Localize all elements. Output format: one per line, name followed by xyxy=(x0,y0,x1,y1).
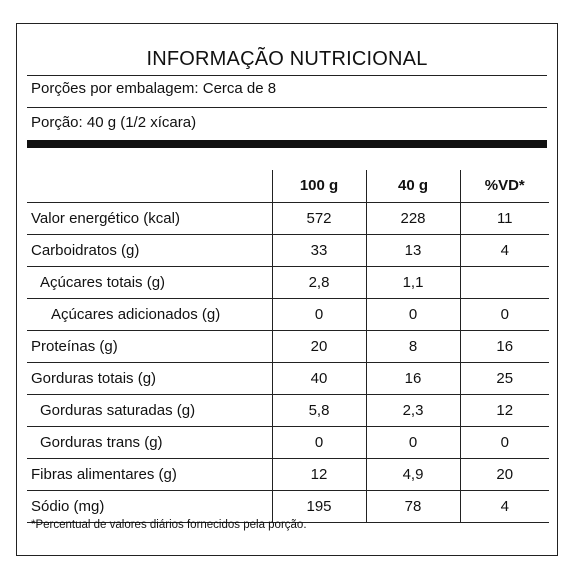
daily-value-percent xyxy=(459,265,549,299)
table-row: Gorduras totais (g) 40 16 25 xyxy=(27,361,549,395)
value-per-portion: 13 xyxy=(365,233,461,267)
column-header: 100 g xyxy=(271,170,367,203)
value-per-portion: 0 xyxy=(365,425,461,459)
servings-per-package: Porções por embalagem: Cerca de 8 xyxy=(31,80,277,97)
nutrient-name: Açúcares adicionados (g) xyxy=(27,297,273,331)
nutrition-table: 100 g 40 g %VD* Valor energético (kcal) 572 2… xyxy=(27,170,549,523)
value-per-100g: 20 xyxy=(271,329,367,363)
daily-value-percent: 0 xyxy=(459,297,549,331)
nutrient-name: Sódio (mg) xyxy=(27,489,273,523)
value-per-portion: 2,3 xyxy=(365,393,461,427)
value-per-100g: 12 xyxy=(271,457,367,491)
nutrient-name: Gorduras trans (g) xyxy=(27,425,273,459)
value-per-portion: 78 xyxy=(365,489,461,523)
table-row: Carboidratos (g) 33 13 4 xyxy=(27,233,549,267)
label-title: INFORMAÇÃO NUTRICIONAL xyxy=(146,48,428,70)
daily-value-percent: 4 xyxy=(459,489,549,523)
value-per-100g: 0 xyxy=(271,425,367,459)
nutrient-name: Açúcares totais (g) xyxy=(27,265,273,299)
nutrient-name: Fibras alimentares (g) xyxy=(27,457,273,491)
daily-value-percent: 0 xyxy=(459,425,549,459)
value-per-portion: 16 xyxy=(365,361,461,395)
value-per-portion: 8 xyxy=(365,329,461,363)
nutrient-name: Valor energético (kcal) xyxy=(27,201,273,235)
value-per-portion: 228 xyxy=(365,201,461,235)
value-per-100g: 0 xyxy=(271,297,367,331)
table-row: Gorduras trans (g) 0 0 0 xyxy=(27,425,549,459)
nutrient-name: Carboidratos (g) xyxy=(27,233,273,267)
thick-divider xyxy=(27,140,547,148)
serving-size: Porção: 40 g (1/2 xícara) xyxy=(31,114,197,131)
value-per-100g: 5,8 xyxy=(271,393,367,427)
column-header xyxy=(27,170,273,203)
daily-value-percent: 4 xyxy=(459,233,549,267)
value-per-portion: 1,1 xyxy=(365,265,461,299)
nutrient-name: Gorduras totais (g) xyxy=(27,361,273,395)
daily-value-percent: 11 xyxy=(459,201,549,235)
value-per-100g: 33 xyxy=(271,233,367,267)
daily-value-percent: 12 xyxy=(459,393,549,427)
value-per-100g: 195 xyxy=(271,489,367,523)
column-header: 40 g xyxy=(365,170,461,203)
table-row: Açúcares adicionados (g) 0 0 0 xyxy=(27,297,549,331)
table-row: Valor energético (kcal) 572 228 11 xyxy=(27,201,549,235)
value-per-portion: 0 xyxy=(365,297,461,331)
table-row: Açúcares totais (g) 2,8 1,1 xyxy=(27,265,549,299)
nutrient-name: Gorduras saturadas (g) xyxy=(27,393,273,427)
column-header: %VD* xyxy=(459,170,549,203)
table-row: Fibras alimentares (g) 12 4,9 20 xyxy=(27,457,549,491)
value-per-100g: 2,8 xyxy=(271,265,367,299)
table-row: Gorduras saturadas (g) 5,8 2,3 12 xyxy=(27,393,549,427)
daily-value-percent: 20 xyxy=(459,457,549,491)
value-per-100g: 572 xyxy=(271,201,367,235)
nutrition-label: INFORMAÇÃO NUTRICIONAL Porções por embal… xyxy=(16,23,558,556)
table-row: Proteínas (g) 20 8 16 xyxy=(27,329,549,363)
table-header-row: 100 g 40 g %VD* xyxy=(27,170,549,203)
servings-divider xyxy=(27,107,547,108)
title-divider xyxy=(27,75,547,76)
daily-value-percent: 16 xyxy=(459,329,549,363)
table-row: Sódio (mg) 195 78 4 xyxy=(27,489,549,523)
value-per-portion: 4,9 xyxy=(365,457,461,491)
nutrient-name: Proteínas (g) xyxy=(27,329,273,363)
daily-value-percent: 25 xyxy=(459,361,549,395)
footnote: *Percentual de valores diários fornecido… xyxy=(31,519,307,531)
value-per-100g: 40 xyxy=(271,361,367,395)
